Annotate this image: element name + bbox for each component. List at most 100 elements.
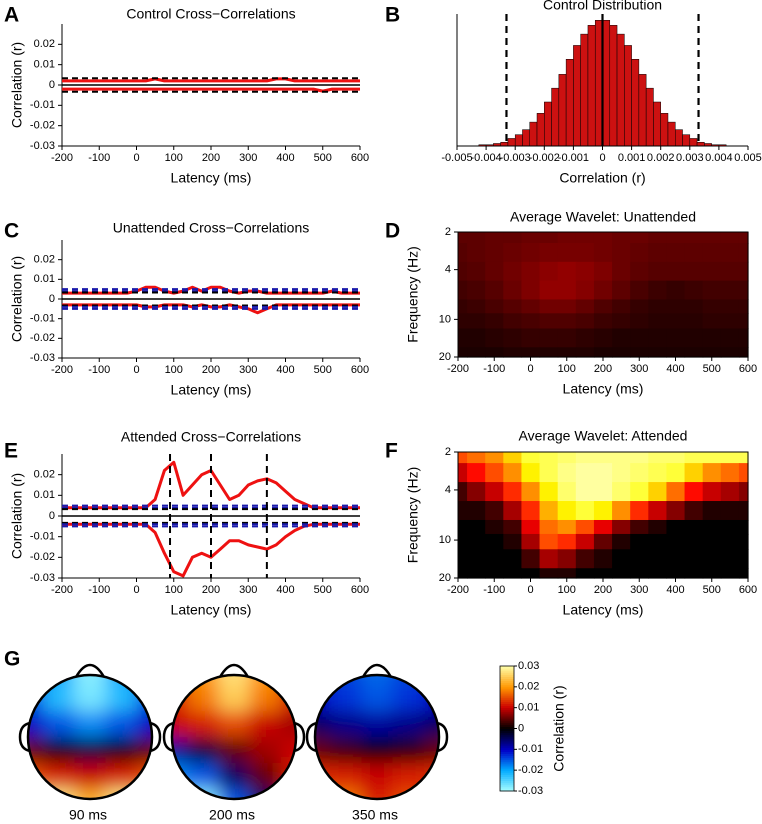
x-tick-label: 400 — [276, 152, 294, 164]
heatmap-cell — [557, 463, 577, 483]
heatmap-cell — [458, 568, 468, 579]
colorbar-step — [500, 776, 514, 779]
colorbar-step — [500, 676, 514, 679]
heatmap-cell — [612, 501, 631, 521]
heatmap-cell — [503, 313, 523, 330]
heatmap-cell — [630, 232, 649, 244]
heatmap-cell — [612, 347, 631, 358]
histogram-bar — [660, 113, 669, 147]
y-tick-label: 10 — [439, 534, 451, 546]
heatmap-cell — [539, 549, 559, 569]
map-cell — [172, 789, 189, 799]
heatmap-cell — [467, 501, 486, 521]
heatmap-cell — [720, 501, 740, 521]
x-tick-label: 500 — [314, 584, 332, 596]
heatmap-cell — [630, 313, 649, 330]
y-tick-label: 0.02 — [34, 254, 55, 266]
heatmap-cell — [485, 533, 504, 550]
colorbar-step — [500, 747, 514, 750]
colorbar-step — [500, 730, 514, 734]
heatmap-cell — [738, 243, 749, 263]
heatmap-cell — [539, 243, 559, 263]
x-tick-label: 0.005 — [734, 152, 762, 164]
x-tick-label: 0.004 — [705, 152, 733, 164]
y-tick-label: 0 — [49, 79, 55, 91]
heatmap-cell — [593, 313, 613, 330]
heatmap-cell — [630, 463, 649, 483]
heatmap-cell — [702, 232, 722, 244]
map-cell — [361, 763, 394, 790]
heatmap-cell — [503, 261, 523, 282]
heatmap-cell — [666, 519, 686, 535]
heatmap-cell — [630, 261, 649, 282]
heatmap-cell — [666, 533, 686, 550]
colorbar-step — [500, 720, 514, 723]
heatmap-cell — [593, 328, 613, 348]
colorbar-step — [500, 726, 514, 729]
heatmap-cell — [503, 533, 523, 550]
heatmap-cell — [684, 549, 704, 569]
heatmap-cell — [575, 519, 595, 535]
right-ear — [436, 721, 449, 753]
head-map — [315, 675, 439, 799]
heatmap-cell — [612, 549, 631, 569]
heatmap-cell — [684, 261, 704, 282]
heatmap-cell — [539, 533, 559, 550]
heatmap-cell — [539, 463, 559, 483]
colorbar-tick-label: 0.02 — [518, 681, 539, 693]
y-tick-label: 0.01 — [34, 273, 55, 285]
heatmap-cell — [458, 519, 468, 535]
heatmap-cell — [738, 232, 749, 244]
heatmap-cell — [630, 482, 649, 502]
heatmap-cell — [521, 243, 541, 263]
heatmap-cell — [458, 463, 468, 483]
x-tick-label: -0.004 — [470, 152, 501, 164]
heatmap-cell — [557, 568, 577, 579]
map-cell — [218, 675, 251, 686]
heatmap-cell — [612, 568, 631, 579]
colorbar-step — [500, 722, 514, 725]
x-tick-label: 500 — [314, 152, 332, 164]
heatmap-cell — [702, 452, 722, 464]
x-axis-label: Correlation (r) — [559, 170, 645, 186]
heatmap-cell — [684, 313, 704, 330]
heatmap-cell — [738, 299, 749, 314]
map-cell — [392, 675, 425, 686]
heatmap-cell — [666, 463, 686, 483]
x-axis-label: Latency (ms) — [563, 381, 644, 397]
colorbar-step — [500, 713, 514, 717]
heatmap-cell — [612, 313, 631, 330]
panel-title: Unattended Cross−Correlations — [113, 220, 310, 236]
histogram-bar — [645, 87, 654, 147]
map-cell — [43, 711, 76, 738]
colorbar-tick-label: -0.03 — [518, 785, 543, 797]
heatmap-cell — [458, 549, 468, 569]
heatmap-cell — [593, 463, 613, 483]
heatmap-cell — [720, 299, 740, 314]
map-cell — [74, 737, 107, 764]
heatmap-cell — [630, 568, 649, 579]
y-tick-label: 0.01 — [34, 59, 55, 71]
heatmap-cell — [485, 232, 504, 244]
x-tick-label: -100 — [88, 152, 110, 164]
colorbar-step — [500, 711, 514, 715]
x-tick-label: 300 — [630, 363, 648, 375]
heatmap-cell — [485, 347, 504, 358]
heatmap-cell — [684, 243, 704, 263]
left-ear — [18, 721, 31, 753]
heatmap-cell — [720, 463, 740, 483]
map-cell — [315, 685, 332, 712]
left-ear — [162, 721, 175, 753]
panel-letter: F — [385, 440, 398, 463]
map-cell — [28, 789, 45, 799]
colorbar-tick-label: 0.03 — [518, 660, 539, 672]
heatmap-cell — [539, 280, 559, 301]
heatmap-cell — [458, 482, 468, 502]
trace-line — [62, 285, 360, 295]
histogram-bar — [500, 141, 509, 147]
heatmap-cell — [575, 482, 595, 502]
x-tick-label: -100 — [483, 363, 505, 375]
y-tick-label: 2 — [445, 446, 451, 458]
y-tick-label: -0.02 — [30, 551, 55, 563]
